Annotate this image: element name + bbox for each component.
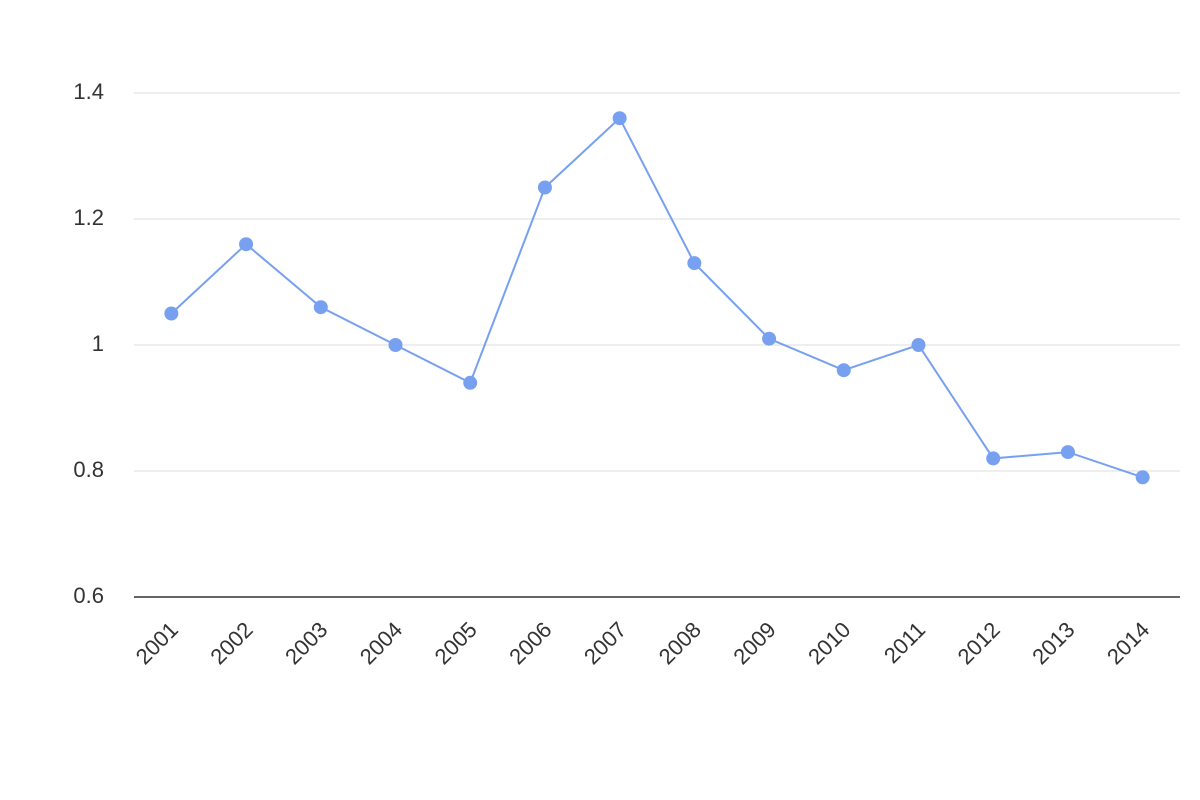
y-tick-label: 1 bbox=[92, 331, 104, 356]
y-tick-label: 1.2 bbox=[73, 205, 104, 230]
data-point bbox=[463, 375, 478, 390]
data-point bbox=[537, 180, 552, 195]
data-point bbox=[836, 363, 851, 378]
data-point bbox=[911, 338, 926, 352]
data-point bbox=[239, 237, 254, 252]
x-tick-label: 2014 bbox=[1102, 617, 1154, 669]
x-tick-label: 2001 bbox=[131, 617, 183, 669]
x-tick-label: 2005 bbox=[430, 617, 482, 669]
data-line bbox=[170, 116, 1143, 479]
data-point bbox=[687, 256, 702, 271]
data-point bbox=[1135, 470, 1150, 485]
x-tick-label: 2010 bbox=[803, 617, 855, 669]
data-point bbox=[1060, 445, 1075, 460]
data-point bbox=[164, 306, 179, 321]
y-tick-label: 0.8 bbox=[73, 457, 104, 482]
y-tick-label: 0.6 bbox=[73, 583, 104, 608]
x-tick-label: 2011 bbox=[879, 617, 930, 668]
data-point bbox=[612, 111, 627, 126]
x-tick-label: 2008 bbox=[654, 617, 706, 669]
y-tick-label: 1.4 bbox=[73, 79, 104, 104]
x-tick-label: 2002 bbox=[205, 617, 257, 669]
data-point bbox=[762, 331, 777, 346]
x-tick-label: 2004 bbox=[355, 617, 407, 669]
x-tick-label: 2012 bbox=[953, 617, 1005, 669]
x-tick-label: 2007 bbox=[579, 617, 631, 669]
x-tick-label: 2009 bbox=[728, 617, 780, 669]
data-point bbox=[313, 300, 328, 315]
x-tick-label: 2006 bbox=[504, 617, 556, 669]
x-tick-label: 2003 bbox=[280, 617, 332, 669]
x-tick-label: 2013 bbox=[1027, 617, 1079, 669]
data-point bbox=[388, 338, 403, 352]
data-point bbox=[986, 451, 1001, 466]
